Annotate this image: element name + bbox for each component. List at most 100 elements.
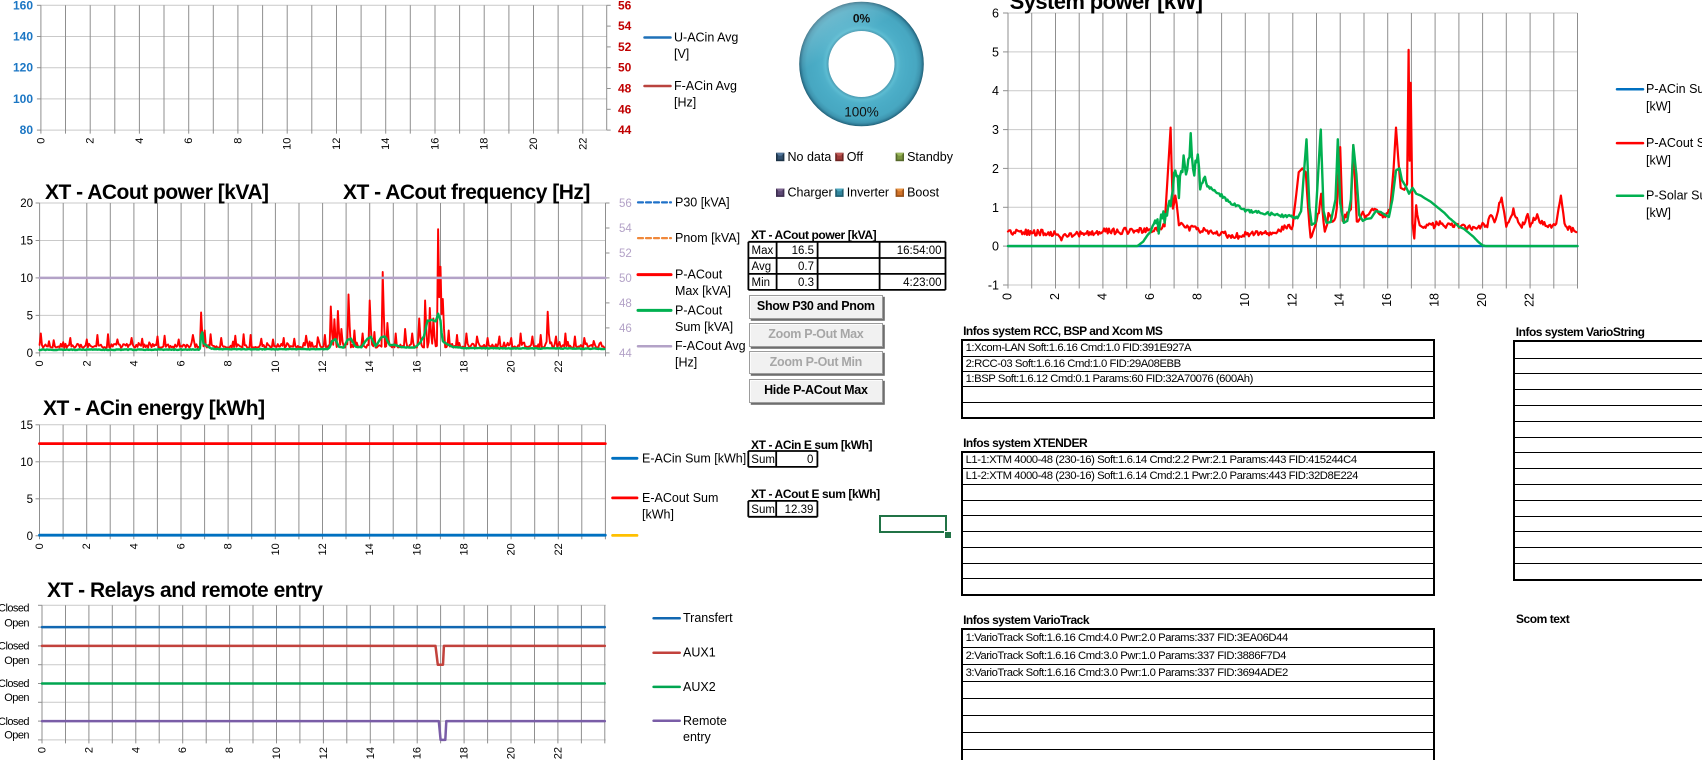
- svg-text:14: 14: [1333, 293, 1347, 307]
- svg-text:12: 12: [317, 543, 329, 555]
- svg-text:6: 6: [1143, 293, 1157, 300]
- svg-text:2: 2: [81, 360, 93, 366]
- svg-text:Charger: Charger: [788, 186, 833, 200]
- svg-text:0: 0: [34, 543, 46, 549]
- svg-text:100: 100: [13, 92, 33, 106]
- svg-text:U-ACin Avg: U-ACin Avg: [674, 31, 738, 45]
- svg-text:0: 0: [27, 531, 33, 543]
- svg-text:46: 46: [619, 323, 632, 335]
- svg-text:4: 4: [992, 84, 999, 98]
- svg-text:18: 18: [458, 543, 470, 555]
- svg-text:16: 16: [411, 360, 423, 372]
- svg-text:10: 10: [1238, 293, 1252, 307]
- svg-text:entry: entry: [683, 730, 712, 744]
- svg-text:Closed: Closed: [0, 716, 29, 728]
- svg-text:140: 140: [13, 30, 33, 44]
- svg-text:14: 14: [364, 543, 376, 555]
- svg-text:10: 10: [282, 138, 294, 150]
- svg-text:0: 0: [35, 138, 47, 144]
- svg-text:0: 0: [34, 360, 46, 366]
- svg-text:Off: Off: [847, 150, 864, 164]
- svg-text:4: 4: [130, 747, 142, 753]
- svg-text:AUX2: AUX2: [683, 680, 716, 694]
- svg-text:2: 2: [83, 747, 95, 753]
- svg-text:22: 22: [577, 138, 589, 150]
- svg-text:54: 54: [619, 223, 632, 235]
- svg-text:4:23:00: 4:23:00: [903, 277, 941, 289]
- svg-text:22: 22: [1523, 293, 1537, 307]
- svg-text:44: 44: [618, 123, 632, 137]
- svg-text:Max: Max: [752, 245, 774, 257]
- svg-text:5: 5: [27, 310, 33, 322]
- svg-text:Open: Open: [4, 617, 29, 629]
- svg-text:AUX1: AUX1: [683, 646, 716, 660]
- svg-text:50: 50: [618, 61, 632, 75]
- svg-text:P-ACout Sum: P-ACout Sum: [1646, 136, 1702, 150]
- svg-text:12: 12: [331, 138, 343, 150]
- svg-text:Standby: Standby: [907, 150, 954, 164]
- svg-text:48: 48: [618, 82, 632, 96]
- svg-text:6: 6: [177, 747, 189, 753]
- svg-text:6: 6: [183, 138, 195, 144]
- svg-text:44: 44: [619, 348, 632, 360]
- svg-text:22: 22: [553, 543, 565, 555]
- svg-text:20: 20: [506, 747, 518, 759]
- svg-text:18: 18: [459, 360, 471, 372]
- svg-text:Remote: Remote: [683, 714, 727, 728]
- svg-text:[kW]: [kW]: [1646, 154, 1671, 168]
- svg-text:Inverter: Inverter: [847, 186, 889, 200]
- svg-text:100%: 100%: [844, 105, 879, 120]
- svg-text:[kWh]: [kWh]: [642, 507, 674, 521]
- svg-text:Sum [kVA]: Sum [kVA]: [675, 320, 733, 334]
- svg-text:8: 8: [224, 747, 236, 753]
- svg-text:20: 20: [506, 543, 518, 555]
- svg-text:8: 8: [223, 360, 235, 366]
- svg-text:15: 15: [20, 236, 33, 248]
- svg-text:Closed: Closed: [0, 602, 29, 614]
- svg-text:6: 6: [176, 360, 188, 366]
- svg-text:15: 15: [20, 420, 33, 432]
- svg-text:20: 20: [1475, 293, 1489, 307]
- svg-text:22: 22: [552, 747, 564, 759]
- svg-text:XT - ACin energy [kWh]: XT - ACin energy [kWh]: [43, 397, 265, 420]
- svg-text:Max [kVA]: Max [kVA]: [675, 284, 731, 298]
- svg-text:18: 18: [459, 747, 471, 759]
- svg-text:2: 2: [81, 543, 93, 549]
- svg-text:5: 5: [992, 45, 999, 59]
- svg-text:20: 20: [506, 360, 518, 372]
- svg-text:12.39: 12.39: [785, 504, 814, 516]
- svg-text:1: 1: [992, 201, 999, 215]
- svg-text:10: 10: [270, 543, 282, 555]
- svg-text:No data: No data: [788, 150, 832, 164]
- svg-text:8: 8: [223, 543, 235, 549]
- svg-text:Sum: Sum: [751, 504, 775, 516]
- svg-text:Min: Min: [752, 277, 771, 289]
- svg-text:8: 8: [232, 138, 244, 144]
- svg-text:56: 56: [619, 198, 632, 210]
- svg-text:12: 12: [1285, 293, 1299, 307]
- svg-text:0.7: 0.7: [798, 261, 814, 273]
- svg-text:2: 2: [1048, 293, 1062, 300]
- svg-text:5: 5: [27, 494, 33, 506]
- svg-text:0: 0: [37, 747, 49, 753]
- svg-text:22: 22: [553, 360, 565, 372]
- svg-text:XT - ACout frequency [Hz]: XT - ACout frequency [Hz]: [343, 181, 590, 204]
- svg-text:4: 4: [134, 138, 146, 144]
- svg-text:16: 16: [411, 543, 423, 555]
- svg-text:Transfert: Transfert: [683, 611, 733, 625]
- svg-text:10: 10: [270, 360, 282, 372]
- svg-text:16: 16: [412, 747, 424, 759]
- svg-text:-1: -1: [988, 279, 999, 293]
- svg-text:80: 80: [20, 123, 34, 137]
- svg-text:Closed: Closed: [0, 678, 29, 690]
- svg-text:20: 20: [20, 198, 33, 210]
- svg-text:0: 0: [992, 240, 999, 254]
- svg-text:18: 18: [479, 138, 491, 150]
- svg-text:160: 160: [13, 0, 33, 12]
- svg-text:[kW]: [kW]: [1646, 100, 1671, 114]
- svg-text:14: 14: [364, 360, 376, 372]
- svg-text:4: 4: [128, 543, 140, 549]
- svg-text:52: 52: [618, 40, 632, 54]
- svg-text:XT - Relays and remote entry: XT - Relays and remote entry: [47, 579, 323, 602]
- svg-text:P-ACout: P-ACout: [675, 268, 723, 282]
